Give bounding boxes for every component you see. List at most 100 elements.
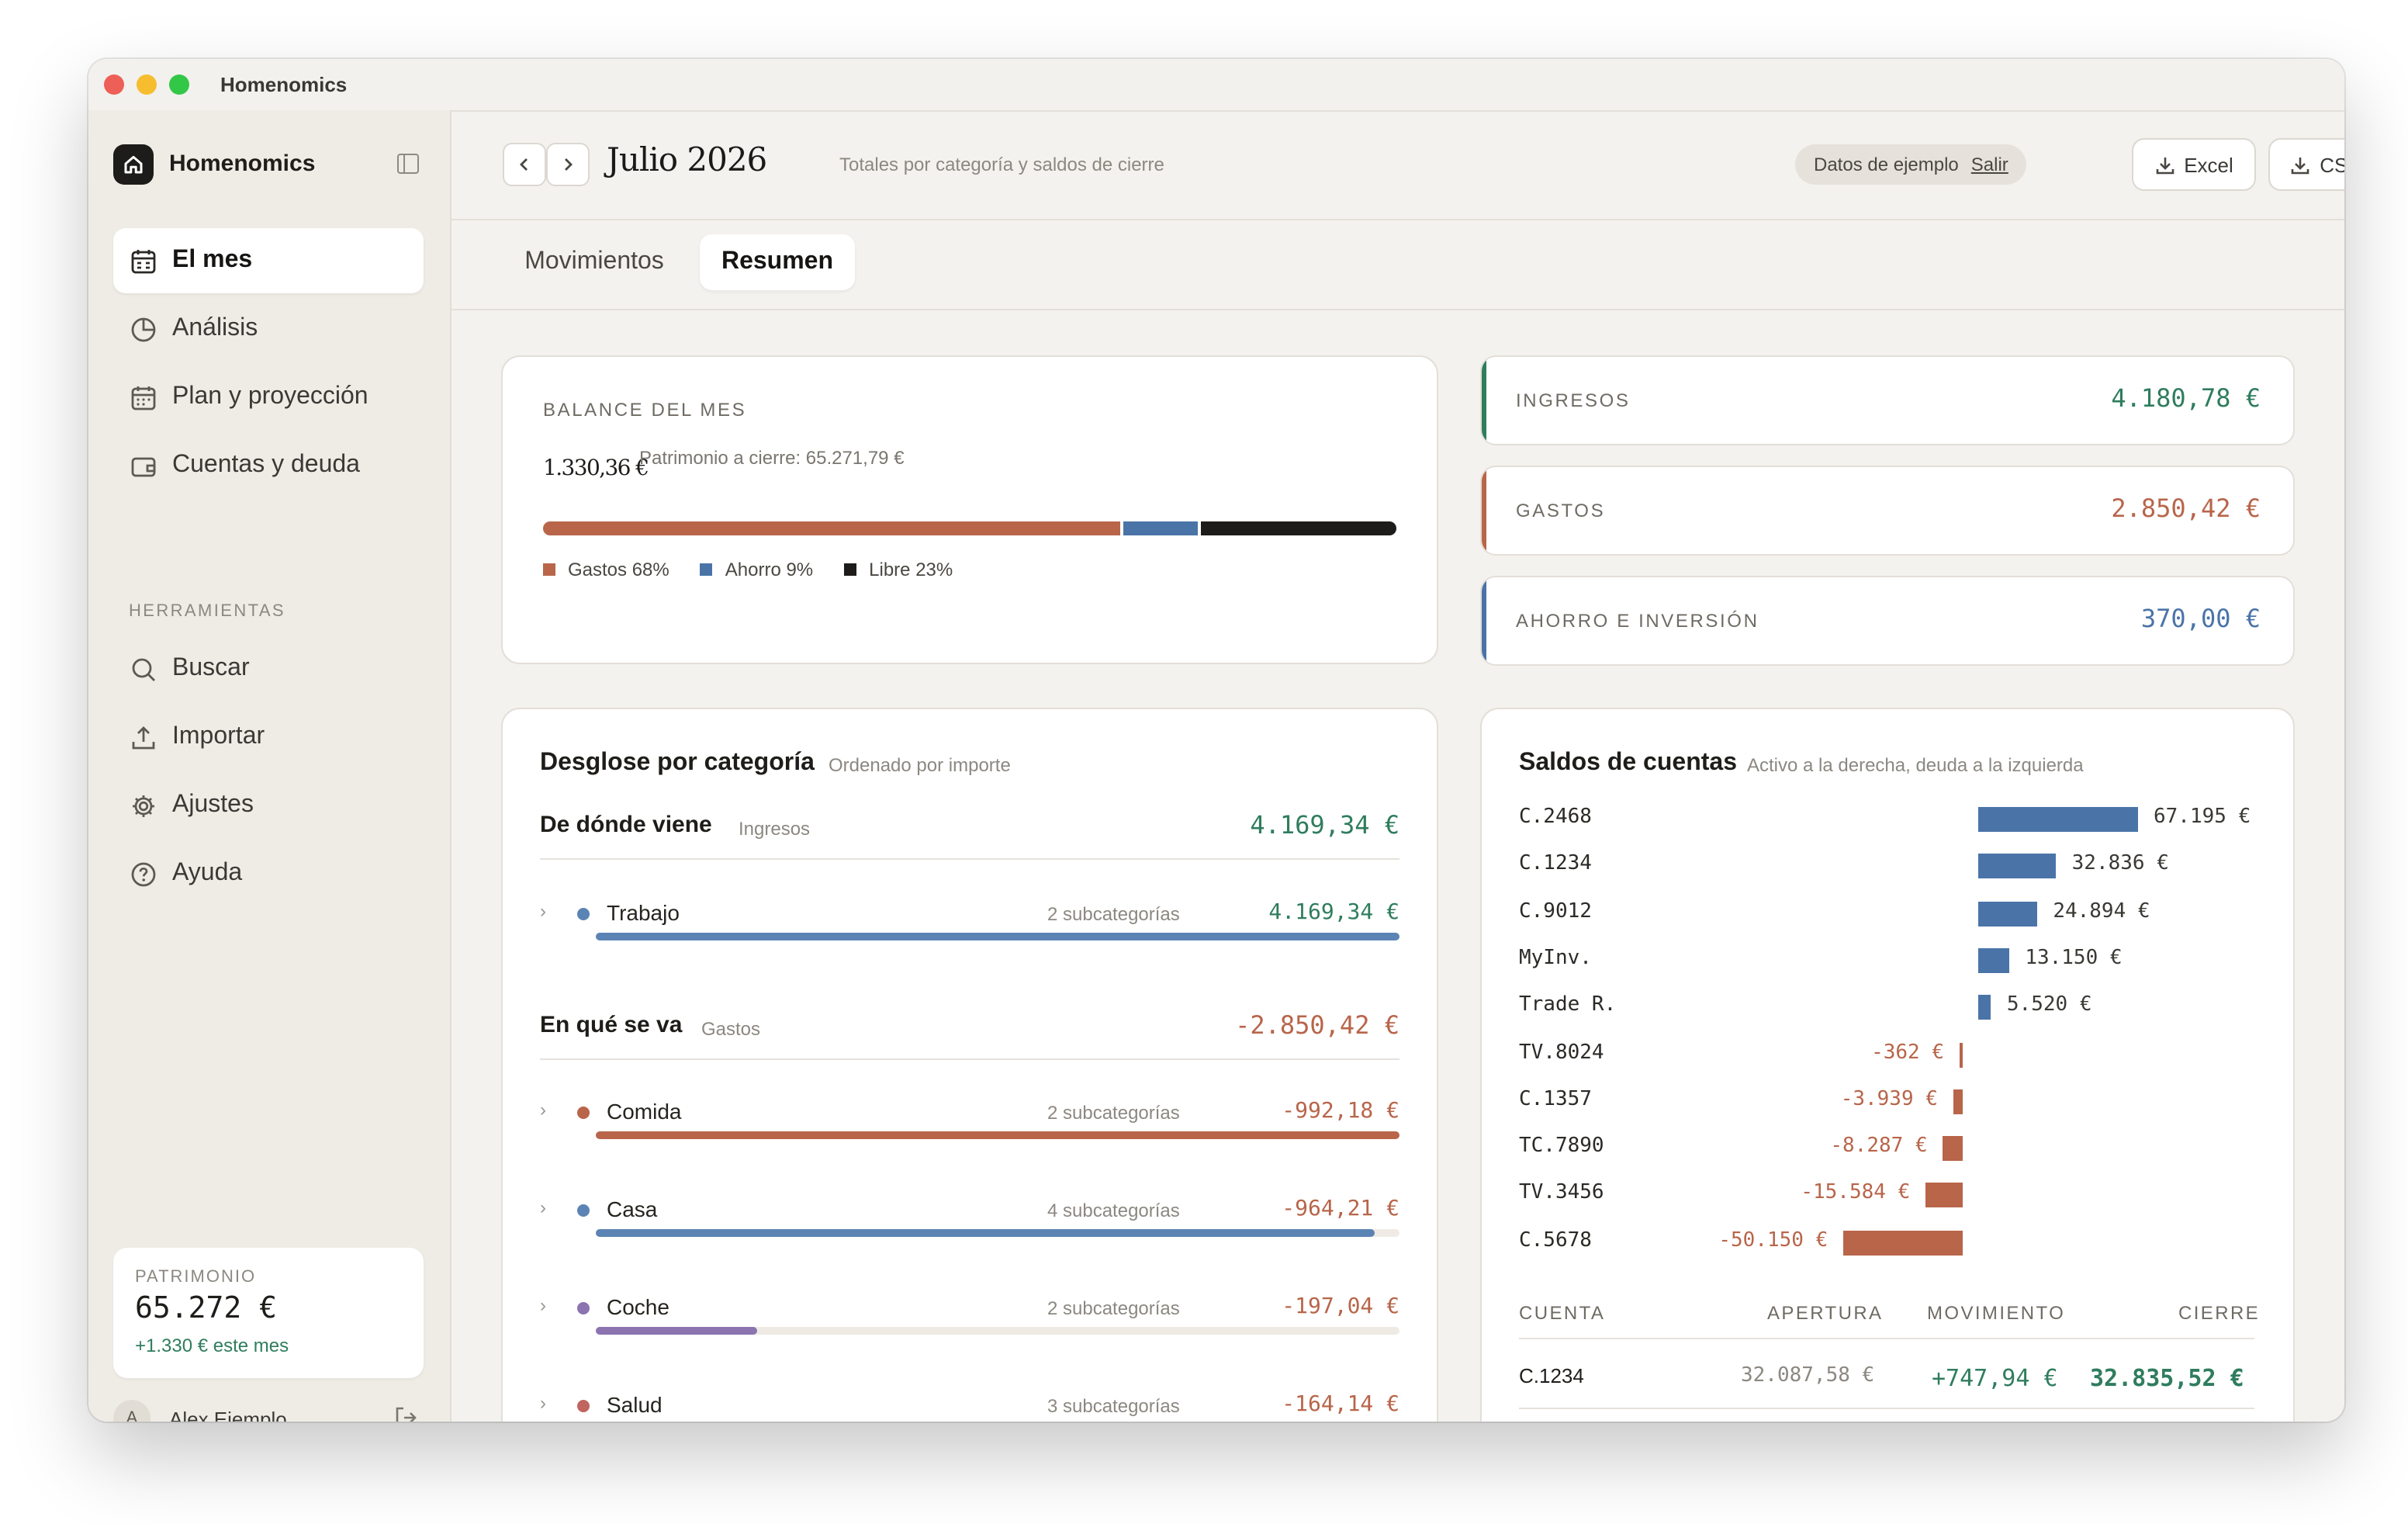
nav-item-ayuda[interactable]: Ayuda bbox=[113, 841, 424, 906]
chevron-right-icon[interactable]: › bbox=[540, 1392, 546, 1414]
chevron-right-icon[interactable]: › bbox=[540, 1294, 546, 1316]
legend-gastos: Gastos 68% bbox=[543, 559, 669, 580]
category-row-casa[interactable]: › Casa 4 subcategorías -964,21 € bbox=[540, 1190, 1399, 1268]
chevron-right-icon[interactable]: › bbox=[540, 1099, 546, 1120]
account-balance-label: -50.150 € bbox=[1718, 1228, 1828, 1252]
page-subtitle: Totales por categoría y saldos de cierre bbox=[839, 154, 1164, 175]
account-balance-bar[interactable] bbox=[1943, 1136, 1963, 1162]
prev-month-button[interactable] bbox=[503, 143, 546, 186]
brand-name: Homenomics bbox=[169, 151, 316, 177]
balance-value: 1.330,36 € bbox=[543, 456, 649, 481]
category-dot bbox=[577, 1204, 590, 1217]
account-balance-label: 24.894 € bbox=[2053, 899, 2150, 923]
chevron-right-icon[interactable]: › bbox=[540, 900, 546, 922]
logout-icon[interactable] bbox=[394, 1406, 417, 1422]
account-name: C.1357 bbox=[1519, 1087, 1592, 1111]
chevron-right-icon[interactable]: › bbox=[540, 1197, 546, 1218]
balance-segment-0 bbox=[543, 521, 1120, 535]
export-csv-button[interactable]: CSV bbox=[2268, 138, 2344, 191]
category-amount: 4.169,34 € bbox=[1268, 900, 1399, 925]
table-divider bbox=[1519, 1408, 2254, 1409]
category-breakdown-card: Desglose por categoría Ordenado por impo… bbox=[501, 708, 1438, 1422]
balance-legend: Gastos 68% Ahorro 9% Libre 23% bbox=[543, 559, 984, 580]
balance-segment-2 bbox=[1200, 521, 1396, 535]
category-dot bbox=[577, 1400, 590, 1412]
category-name: Coche bbox=[607, 1294, 669, 1319]
export-csv-label: CSV bbox=[2320, 153, 2344, 176]
account-balance-bar[interactable] bbox=[1978, 995, 1991, 1020]
minimize-window-button[interactable] bbox=[137, 74, 157, 95]
account-balance-bar[interactable] bbox=[1953, 1089, 1963, 1114]
expense-group-sub: Gastos bbox=[701, 1018, 761, 1040]
account-balance-bar[interactable] bbox=[1978, 854, 2057, 879]
category-amount: -164,14 € bbox=[1282, 1392, 1399, 1417]
download-icon bbox=[2291, 157, 2309, 174]
chevron-left-icon bbox=[520, 158, 528, 171]
category-amount: -992,18 € bbox=[1282, 1099, 1399, 1124]
page-title: Julio 2026 bbox=[607, 141, 767, 178]
subcategory-count: 4 subcategorías bbox=[1047, 1200, 1180, 1221]
account-balance-label: 67.195 € bbox=[2154, 805, 2251, 829]
category-name: Trabajo bbox=[607, 900, 680, 925]
category-name: Comida bbox=[607, 1099, 682, 1124]
download-icon bbox=[2155, 157, 2174, 174]
nav-item-importar[interactable]: Importar bbox=[113, 705, 424, 770]
search-icon bbox=[129, 655, 157, 683]
avatar[interactable]: A bbox=[113, 1400, 150, 1422]
sidebar-toggle-icon[interactable] bbox=[397, 154, 419, 174]
kpi-value: 370,00 € bbox=[2140, 604, 2261, 633]
tab-movimientos[interactable]: Movimientos bbox=[524, 248, 664, 275]
expense-group-header: En qué se va Gastos -2.850,42 € bbox=[540, 1003, 1399, 1060]
category-amount: -964,21 € bbox=[1282, 1197, 1399, 1221]
exit-demo-link[interactable]: Salir bbox=[1970, 154, 2008, 175]
balance-card: BALANCE DEL MES 1.330,36 € Patrimonio a … bbox=[501, 355, 1438, 664]
account-balance-bar[interactable] bbox=[1978, 807, 2138, 832]
account-name: C.2468 bbox=[1519, 805, 1592, 829]
account-name: TC.7890 bbox=[1519, 1134, 1604, 1159]
sidebar: Homenomics El mes Análisis Plan y proyec… bbox=[88, 110, 452, 1422]
category-row-comida[interactable]: › Comida 2 subcategorías -992,18 € bbox=[540, 1093, 1399, 1170]
table-cell-movement: +747,94 € bbox=[1932, 1364, 2058, 1392]
calendar-icon bbox=[129, 247, 157, 275]
account-balance-bar[interactable] bbox=[1978, 947, 2010, 973]
nav-item-analisis[interactable]: Análisis bbox=[113, 296, 424, 362]
category-row-salud[interactable]: › Salud 3 subcategorías -164,14 € bbox=[540, 1386, 1399, 1422]
wallet-icon bbox=[129, 452, 157, 480]
close-window-button[interactable] bbox=[104, 74, 124, 95]
legend-label: Gastos 68% bbox=[568, 559, 669, 580]
category-row-coche[interactable]: › Coche 2 subcategorías -197,04 € bbox=[540, 1288, 1399, 1366]
subcategory-count: 2 subcategorías bbox=[1047, 1297, 1180, 1319]
nav-item-buscar[interactable]: Buscar bbox=[113, 636, 424, 701]
account-balance-bar[interactable] bbox=[1960, 1042, 1963, 1067]
category-row-trabajo[interactable]: › Trabajo 2 subcategorías 4.169,34 € bbox=[540, 894, 1399, 972]
col-header-cierre: CIERRE bbox=[2178, 1302, 2261, 1324]
legend-ahorro: Ahorro 9% bbox=[700, 559, 813, 580]
income-group-title: De dónde viene bbox=[540, 812, 712, 838]
nav-label: Buscar bbox=[172, 655, 250, 681]
account-name: Trade R. bbox=[1519, 993, 1617, 1017]
nav-item-ajustes[interactable]: Ajustes bbox=[113, 773, 424, 838]
account-balance-bar[interactable] bbox=[1978, 901, 2038, 927]
col-header-cuenta: CUENTA bbox=[1519, 1302, 1606, 1324]
expense-group-title: En qué se va bbox=[540, 1012, 683, 1038]
upload-icon bbox=[129, 723, 157, 751]
account-name: MyInv. bbox=[1519, 946, 1592, 970]
account-balance-bar[interactable] bbox=[1925, 1183, 1963, 1208]
tab-resumen[interactable]: Resumen bbox=[700, 234, 855, 290]
next-month-button[interactable] bbox=[546, 143, 590, 186]
export-excel-button[interactable]: Excel bbox=[2132, 138, 2256, 191]
zoom-window-button[interactable] bbox=[169, 74, 189, 95]
legend-swatch bbox=[543, 563, 555, 576]
balance-stacked-bar bbox=[543, 521, 1396, 535]
nav-item-plan[interactable]: Plan y proyección bbox=[113, 365, 424, 430]
account-balance-label: 5.520 € bbox=[2006, 993, 2092, 1017]
legend-libre: Libre 23% bbox=[844, 559, 953, 580]
table-cell-account: C.1234 bbox=[1519, 1364, 1584, 1387]
nav-item-el-mes[interactable]: El mes bbox=[113, 228, 424, 293]
nav-label: Ajustes bbox=[172, 791, 254, 818]
category-progress-fill bbox=[596, 1131, 1399, 1139]
account-balance-bar[interactable] bbox=[1843, 1230, 1963, 1256]
account-name: C.5678 bbox=[1519, 1228, 1592, 1252]
kpi-accent bbox=[1482, 467, 1486, 554]
nav-item-cuentas[interactable]: Cuentas y deuda bbox=[113, 433, 424, 498]
